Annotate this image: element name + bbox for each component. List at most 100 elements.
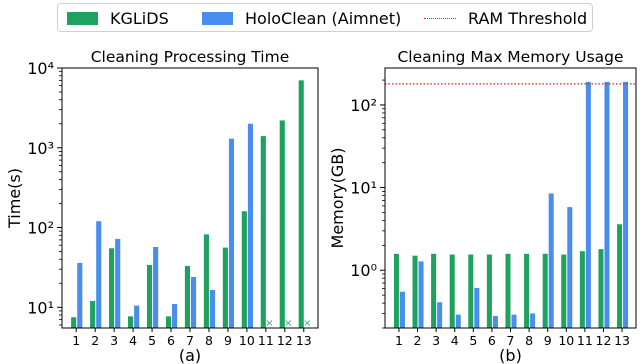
bar-b-kglids-9 <box>542 253 548 328</box>
bar-b-kglids-10 <box>561 254 567 328</box>
bar-a-kglids-6 <box>165 316 172 328</box>
bar-b-holoclean-1 <box>399 291 405 328</box>
bar-a-holoclean-3 <box>115 238 121 328</box>
bar-a-holoclean-5 <box>153 246 159 328</box>
bar-b-holoclean-12 <box>604 81 610 329</box>
bar-b-holoclean-6 <box>492 315 498 328</box>
bar-b-kglids-3 <box>431 253 437 328</box>
bar-a-holoclean-8 <box>209 289 216 328</box>
bar-b-holoclean-2 <box>418 261 424 328</box>
bar-a-holoclean-2 <box>96 221 102 328</box>
x-tick-label-a-1: 1 <box>72 333 80 348</box>
x-tick-label-a-4: 4 <box>129 333 137 348</box>
bar-a-kglids-9 <box>222 247 228 328</box>
chart-title-b: Cleaning Max Memory Usage <box>397 48 623 66</box>
y-tick-label-a-10: 10¹ <box>27 298 54 317</box>
legend-frame <box>57 3 593 32</box>
legend: KGLiDS HoloClean (Aimnet) RAM Threshold <box>0 0 642 36</box>
bar-b-kglids-13 <box>617 224 623 328</box>
bar-b-holoclean-11 <box>585 81 591 329</box>
bar-a-kglids-4 <box>127 316 134 328</box>
y-axis-label-a: Time(s) <box>5 168 24 229</box>
bar-a-kglids-12 <box>279 120 285 328</box>
bar-b-holoclean-10 <box>567 207 573 328</box>
bar-b-holoclean-4 <box>455 314 461 328</box>
bar-a-kglids-7 <box>184 265 190 328</box>
legend-label-threshold: RAM Threshold <box>468 8 588 28</box>
x-tick-label-a-7: 7 <box>186 333 194 348</box>
x-tick-label-b-8: 8 <box>525 333 533 348</box>
x-axis-label-a: (a) <box>179 346 201 364</box>
x-tick-label-b-1: 1 <box>395 333 403 348</box>
x-tick-label-b-9: 9 <box>544 333 552 348</box>
bar-b-holoclean-5 <box>474 287 480 328</box>
legend-swatch-holoclean <box>202 11 233 25</box>
bar-b-kglids-12 <box>598 249 604 328</box>
bar-a-holoclean-6 <box>172 303 178 328</box>
chart-title-a: Cleaning Processing Time <box>91 48 290 66</box>
bar-a-holoclean-9 <box>228 138 235 328</box>
x-tick-label-a-6: 6 <box>167 333 175 348</box>
bar-a-kglids-3 <box>109 248 115 328</box>
x-tick-label-b-11: 11 <box>577 333 593 348</box>
bar-b-holoclean-8 <box>530 313 536 328</box>
y-tick-label-a-10000: 10⁴ <box>27 59 54 78</box>
y-axis-label-b: Memory(GB) <box>328 148 347 249</box>
bar-a-kglids-2 <box>90 300 96 328</box>
x-tick-label-a-3: 3 <box>110 333 118 348</box>
x-tick-label-b-12: 12 <box>596 333 612 348</box>
x-tick-label-b-13: 13 <box>614 333 630 348</box>
bar-b-kglids-7 <box>505 253 511 328</box>
bar-b-holoclean-9 <box>548 193 554 328</box>
x-tick-label-b-2: 2 <box>414 333 422 348</box>
y-tick-label-a-1000: 10³ <box>27 139 54 158</box>
y-tick-label-b-10: 10¹ <box>350 179 377 198</box>
x-tick-label-a-2: 2 <box>91 333 99 348</box>
bar-b-kglids-5 <box>468 254 474 328</box>
missing-marker-a-13: × <box>303 318 311 329</box>
bar-b-kglids-1 <box>393 253 399 328</box>
bar-a-kglids-1 <box>71 317 77 328</box>
missing-marker-a-11: × <box>265 318 273 329</box>
y-tick-label-b-1: 10⁰ <box>350 261 377 280</box>
bar-b-holoclean-13 <box>623 81 629 329</box>
y-tick-label-a-100: 10² <box>27 219 54 238</box>
y-tick-label-b-100: 10² <box>350 96 377 115</box>
bar-b-kglids-2 <box>412 255 418 328</box>
x-tick-label-a-8: 8 <box>205 333 213 348</box>
bar-b-holoclean-3 <box>437 302 443 328</box>
legend-label-kglids: KGLiDS <box>110 8 169 28</box>
bar-a-kglids-11 <box>260 136 266 328</box>
x-tick-label-a-11: 11 <box>258 333 274 348</box>
plot-frame-b <box>384 67 637 329</box>
x-tick-label-b-10: 10 <box>558 333 574 348</box>
legend-label-holoclean: HoloClean (Aimnet) <box>245 8 402 28</box>
missing-marker-a-12: × <box>284 318 292 329</box>
x-tick-label-b-4: 4 <box>451 333 459 348</box>
bar-a-holoclean-1 <box>77 262 83 328</box>
bar-a-holoclean-4 <box>134 305 140 328</box>
legend-item-holoclean: HoloClean (Aimnet) <box>202 8 401 28</box>
plot-frame-a <box>61 67 319 329</box>
x-tick-label-a-5: 5 <box>148 333 156 348</box>
bar-a-kglids-10 <box>241 211 247 328</box>
bar-a-holoclean-10 <box>247 123 254 328</box>
bar-a-kglids-5 <box>146 264 153 328</box>
x-axis-label-b: (b) <box>499 346 522 364</box>
bar-b-kglids-8 <box>524 253 530 328</box>
legend-swatch-kglids <box>67 11 98 25</box>
legend-swatch-threshold <box>424 17 456 19</box>
x-tick-label-a-13: 13 <box>296 333 312 348</box>
bar-a-kglids-13 <box>298 80 304 328</box>
bar-b-kglids-4 <box>449 254 455 328</box>
bar-a-holoclean-7 <box>191 276 197 328</box>
bar-b-holoclean-7 <box>511 314 517 328</box>
x-tick-label-a-12: 12 <box>277 333 293 348</box>
bar-b-kglids-11 <box>579 251 585 328</box>
x-tick-label-b-5: 5 <box>469 333 477 348</box>
x-tick-label-a-10: 10 <box>239 333 255 348</box>
legend-item-threshold: RAM Threshold <box>424 8 587 28</box>
x-tick-label-b-3: 3 <box>432 333 440 348</box>
x-tick-label-a-9: 9 <box>224 333 232 348</box>
